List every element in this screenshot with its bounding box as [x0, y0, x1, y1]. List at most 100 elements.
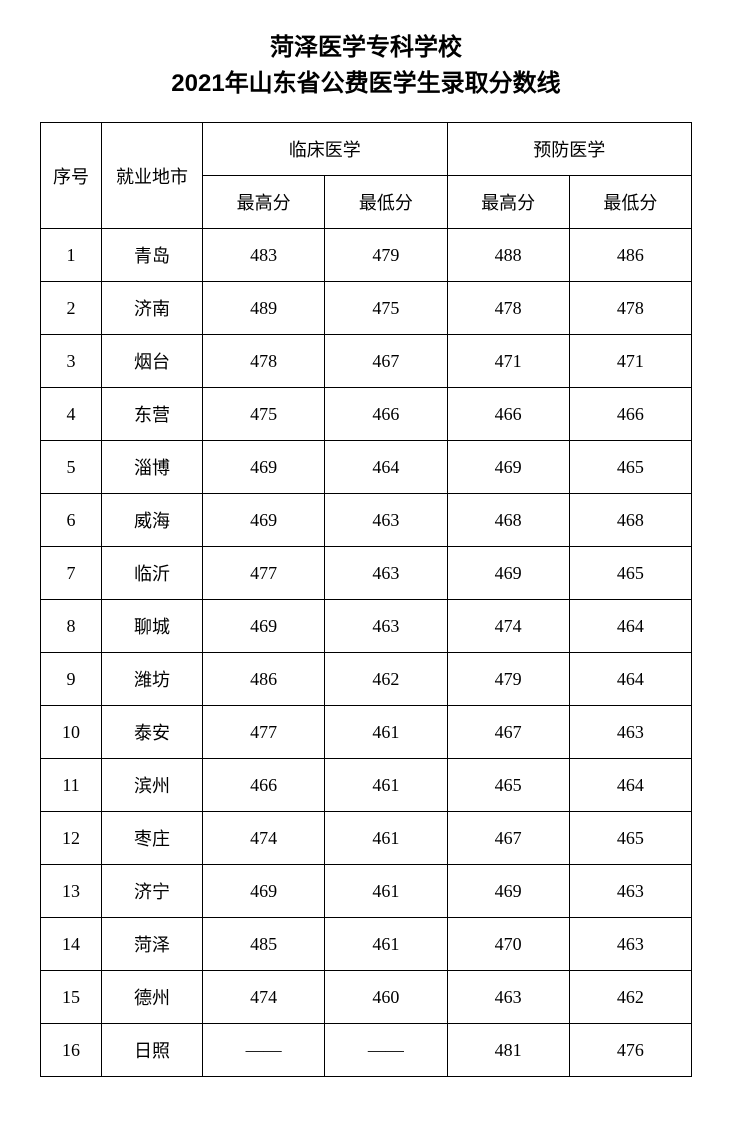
cell-seq: 5 — [41, 441, 102, 494]
header-major1-low: 最低分 — [325, 176, 447, 229]
document-title: 菏泽医学专科学校 2021年山东省公费医学生录取分数线 — [40, 30, 692, 102]
cell-c2-high: 481 — [447, 1024, 569, 1077]
table-row: 10泰安477461467463 — [41, 706, 692, 759]
table-row: 7临沂477463469465 — [41, 547, 692, 600]
table-row: 16日照————481476 — [41, 1024, 692, 1077]
cell-city: 临沂 — [102, 547, 203, 600]
cell-c1-low: 463 — [325, 494, 447, 547]
table-row: 6威海469463468468 — [41, 494, 692, 547]
header-row-1: 序号 就业地市 临床医学 预防医学 — [41, 123, 692, 176]
cell-c2-low: 463 — [569, 865, 691, 918]
cell-seq: 7 — [41, 547, 102, 600]
table-row: 13济宁469461469463 — [41, 865, 692, 918]
header-city: 就业地市 — [102, 123, 203, 229]
cell-c1-high: 477 — [203, 706, 325, 759]
cell-c1-high: 489 — [203, 282, 325, 335]
cell-c2-low: 464 — [569, 600, 691, 653]
cell-c2-low: 462 — [569, 971, 691, 1024]
cell-c1-low: 463 — [325, 547, 447, 600]
cell-city: 聊城 — [102, 600, 203, 653]
cell-c2-high: 469 — [447, 547, 569, 600]
cell-seq: 1 — [41, 229, 102, 282]
cell-c1-low: 479 — [325, 229, 447, 282]
cell-c1-high: 486 — [203, 653, 325, 706]
cell-c1-high: 469 — [203, 441, 325, 494]
cell-c1-low: 466 — [325, 388, 447, 441]
score-table: 序号 就业地市 临床医学 预防医学 最高分 最低分 最高分 最低分 1青岛483… — [40, 122, 692, 1077]
title-line-1: 菏泽医学专科学校 — [40, 30, 692, 66]
cell-c1-low: 460 — [325, 971, 447, 1024]
cell-city: 德州 — [102, 971, 203, 1024]
table-row: 1青岛483479488486 — [41, 229, 692, 282]
table-row: 2济南489475478478 — [41, 282, 692, 335]
cell-c1-low: 461 — [325, 918, 447, 971]
cell-c2-low: 465 — [569, 441, 691, 494]
cell-city: 济宁 — [102, 865, 203, 918]
cell-c1-high: 477 — [203, 547, 325, 600]
cell-c1-low: 461 — [325, 865, 447, 918]
header-major1: 临床医学 — [203, 123, 448, 176]
cell-city: 东营 — [102, 388, 203, 441]
cell-c2-high: 478 — [447, 282, 569, 335]
table-row: 9潍坊486462479464 — [41, 653, 692, 706]
cell-c1-high: 469 — [203, 494, 325, 547]
cell-c2-high: 463 — [447, 971, 569, 1024]
cell-city: 青岛 — [102, 229, 203, 282]
cell-seq: 9 — [41, 653, 102, 706]
cell-c2-low: 478 — [569, 282, 691, 335]
cell-c1-low: 463 — [325, 600, 447, 653]
cell-c2-high: 474 — [447, 600, 569, 653]
cell-c1-low: —— — [325, 1024, 447, 1077]
cell-c2-low: 464 — [569, 759, 691, 812]
cell-c1-low: 462 — [325, 653, 447, 706]
cell-city: 菏泽 — [102, 918, 203, 971]
header-major2-low: 最低分 — [569, 176, 691, 229]
cell-seq: 11 — [41, 759, 102, 812]
cell-city: 威海 — [102, 494, 203, 547]
table-row: 11滨州466461465464 — [41, 759, 692, 812]
cell-seq: 3 — [41, 335, 102, 388]
cell-city: 潍坊 — [102, 653, 203, 706]
cell-c2-high: 471 — [447, 335, 569, 388]
cell-seq: 6 — [41, 494, 102, 547]
cell-c1-high: 485 — [203, 918, 325, 971]
cell-c2-high: 469 — [447, 865, 569, 918]
cell-c1-high: 475 — [203, 388, 325, 441]
cell-city: 日照 — [102, 1024, 203, 1077]
title-line-2: 2021年山东省公费医学生录取分数线 — [40, 66, 692, 102]
cell-seq: 15 — [41, 971, 102, 1024]
cell-city: 淄博 — [102, 441, 203, 494]
cell-c2-high: 467 — [447, 706, 569, 759]
header-major2-high: 最高分 — [447, 176, 569, 229]
cell-c2-high: 470 — [447, 918, 569, 971]
cell-c2-high: 469 — [447, 441, 569, 494]
cell-c1-high: 474 — [203, 812, 325, 865]
cell-c2-low: 464 — [569, 653, 691, 706]
cell-c2-high: 467 — [447, 812, 569, 865]
cell-seq: 12 — [41, 812, 102, 865]
cell-c2-low: 465 — [569, 547, 691, 600]
table-row: 4东营475466466466 — [41, 388, 692, 441]
cell-c1-high: 483 — [203, 229, 325, 282]
table-row: 3烟台478467471471 — [41, 335, 692, 388]
cell-c2-low: 465 — [569, 812, 691, 865]
header-major1-high: 最高分 — [203, 176, 325, 229]
cell-c1-low: 461 — [325, 759, 447, 812]
table-row: 8聊城469463474464 — [41, 600, 692, 653]
cell-c1-low: 461 — [325, 812, 447, 865]
cell-c1-high: —— — [203, 1024, 325, 1077]
cell-city: 泰安 — [102, 706, 203, 759]
header-major2: 预防医学 — [447, 123, 692, 176]
cell-city: 滨州 — [102, 759, 203, 812]
cell-c1-high: 478 — [203, 335, 325, 388]
cell-seq: 14 — [41, 918, 102, 971]
cell-seq: 10 — [41, 706, 102, 759]
table-row: 12枣庄474461467465 — [41, 812, 692, 865]
cell-seq: 8 — [41, 600, 102, 653]
cell-c2-high: 465 — [447, 759, 569, 812]
cell-c2-high: 479 — [447, 653, 569, 706]
table-row: 15德州474460463462 — [41, 971, 692, 1024]
cell-c1-high: 469 — [203, 865, 325, 918]
cell-c1-low: 475 — [325, 282, 447, 335]
table-row: 14菏泽485461470463 — [41, 918, 692, 971]
